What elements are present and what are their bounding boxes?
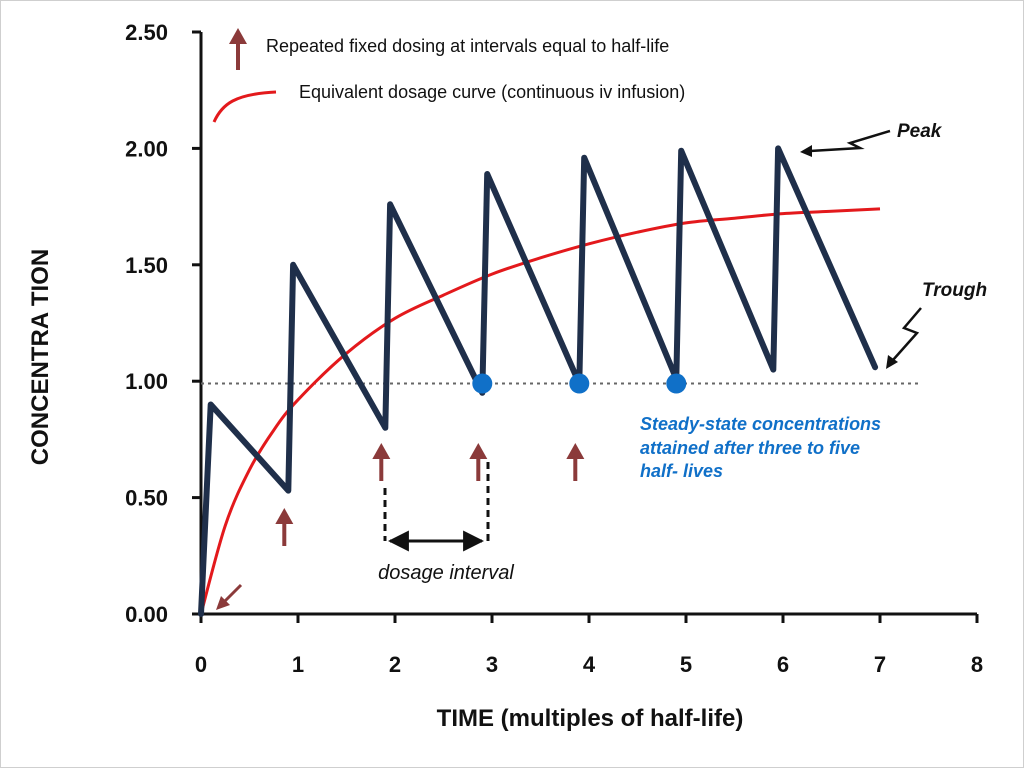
peak-label: Peak: [897, 121, 943, 142]
steady-state-note-line-2: attained after three to five: [640, 438, 860, 458]
steady-state-note-line-1: Steady-state concentrations: [640, 414, 881, 434]
legend-dose-arrow-icon: [229, 28, 247, 70]
trough-pointer-icon: [886, 307, 922, 369]
legend-curve-icon: [212, 90, 277, 123]
trough-label: Trough: [922, 280, 987, 301]
start-arrow-icon: [216, 583, 243, 610]
x-tick-labels: 0 1 2 3 4 5 6 7 8: [195, 652, 983, 677]
y-tick-label: 0.00: [125, 602, 168, 627]
steady-state-points: [472, 373, 687, 394]
dose-arrows: [275, 443, 585, 546]
x-axis-title: TIME (multiples of half-life): [437, 705, 744, 732]
y-axis-title: CONCENTRA TION: [27, 249, 54, 465]
x-tick-label: 5: [680, 652, 692, 677]
dosage-interval-bracket: [383, 462, 490, 552]
x-tick-label: 6: [777, 652, 789, 677]
steady-state-note-line-3: half- lives: [640, 461, 723, 481]
dose-arrow-icon: [372, 443, 391, 481]
steady-state-point: [472, 373, 493, 394]
axes: [192, 30, 979, 623]
infusion-curve-line: [199, 207, 881, 615]
x-tick-label: 1: [292, 652, 304, 677]
legend: Repeated fixed dosing at intervals equal…: [212, 28, 685, 123]
dosing-curve-line: [198, 145, 879, 617]
x-tick-label: 2: [389, 652, 401, 677]
y-tick-label: 1.00: [125, 369, 168, 394]
x-tick-label: 4: [583, 652, 596, 677]
x-tick-label: 0: [195, 652, 207, 677]
x-tick-label: 8: [971, 652, 983, 677]
dosage-interval-label: dosage interval: [378, 562, 514, 584]
steady-state-point: [666, 373, 687, 394]
y-tick-label: 0.50: [125, 486, 168, 511]
legend-curve-label: Equivalent dosage curve (continuous iv i…: [299, 82, 685, 102]
dose-arrow-icon: [469, 443, 488, 481]
x-tick-label: 7: [874, 652, 886, 677]
peak-pointer-icon: [800, 129, 891, 157]
steady-state-point: [569, 373, 590, 394]
y-tick-label: 1.50: [125, 253, 168, 278]
dose-arrow-icon: [275, 508, 294, 546]
y-tick-labels: 0.00 0.50 1.00 1.50 2.00 2.50: [125, 20, 168, 627]
x-tick-label: 3: [486, 652, 498, 677]
dose-arrow-icon: [566, 443, 585, 481]
y-tick-label: 2.00: [125, 136, 168, 161]
steady-state-note: Steady-state concentrations attained aft…: [640, 414, 881, 481]
legend-dose-label: Repeated fixed dosing at intervals equal…: [266, 36, 669, 56]
y-tick-label: 2.50: [125, 20, 168, 45]
